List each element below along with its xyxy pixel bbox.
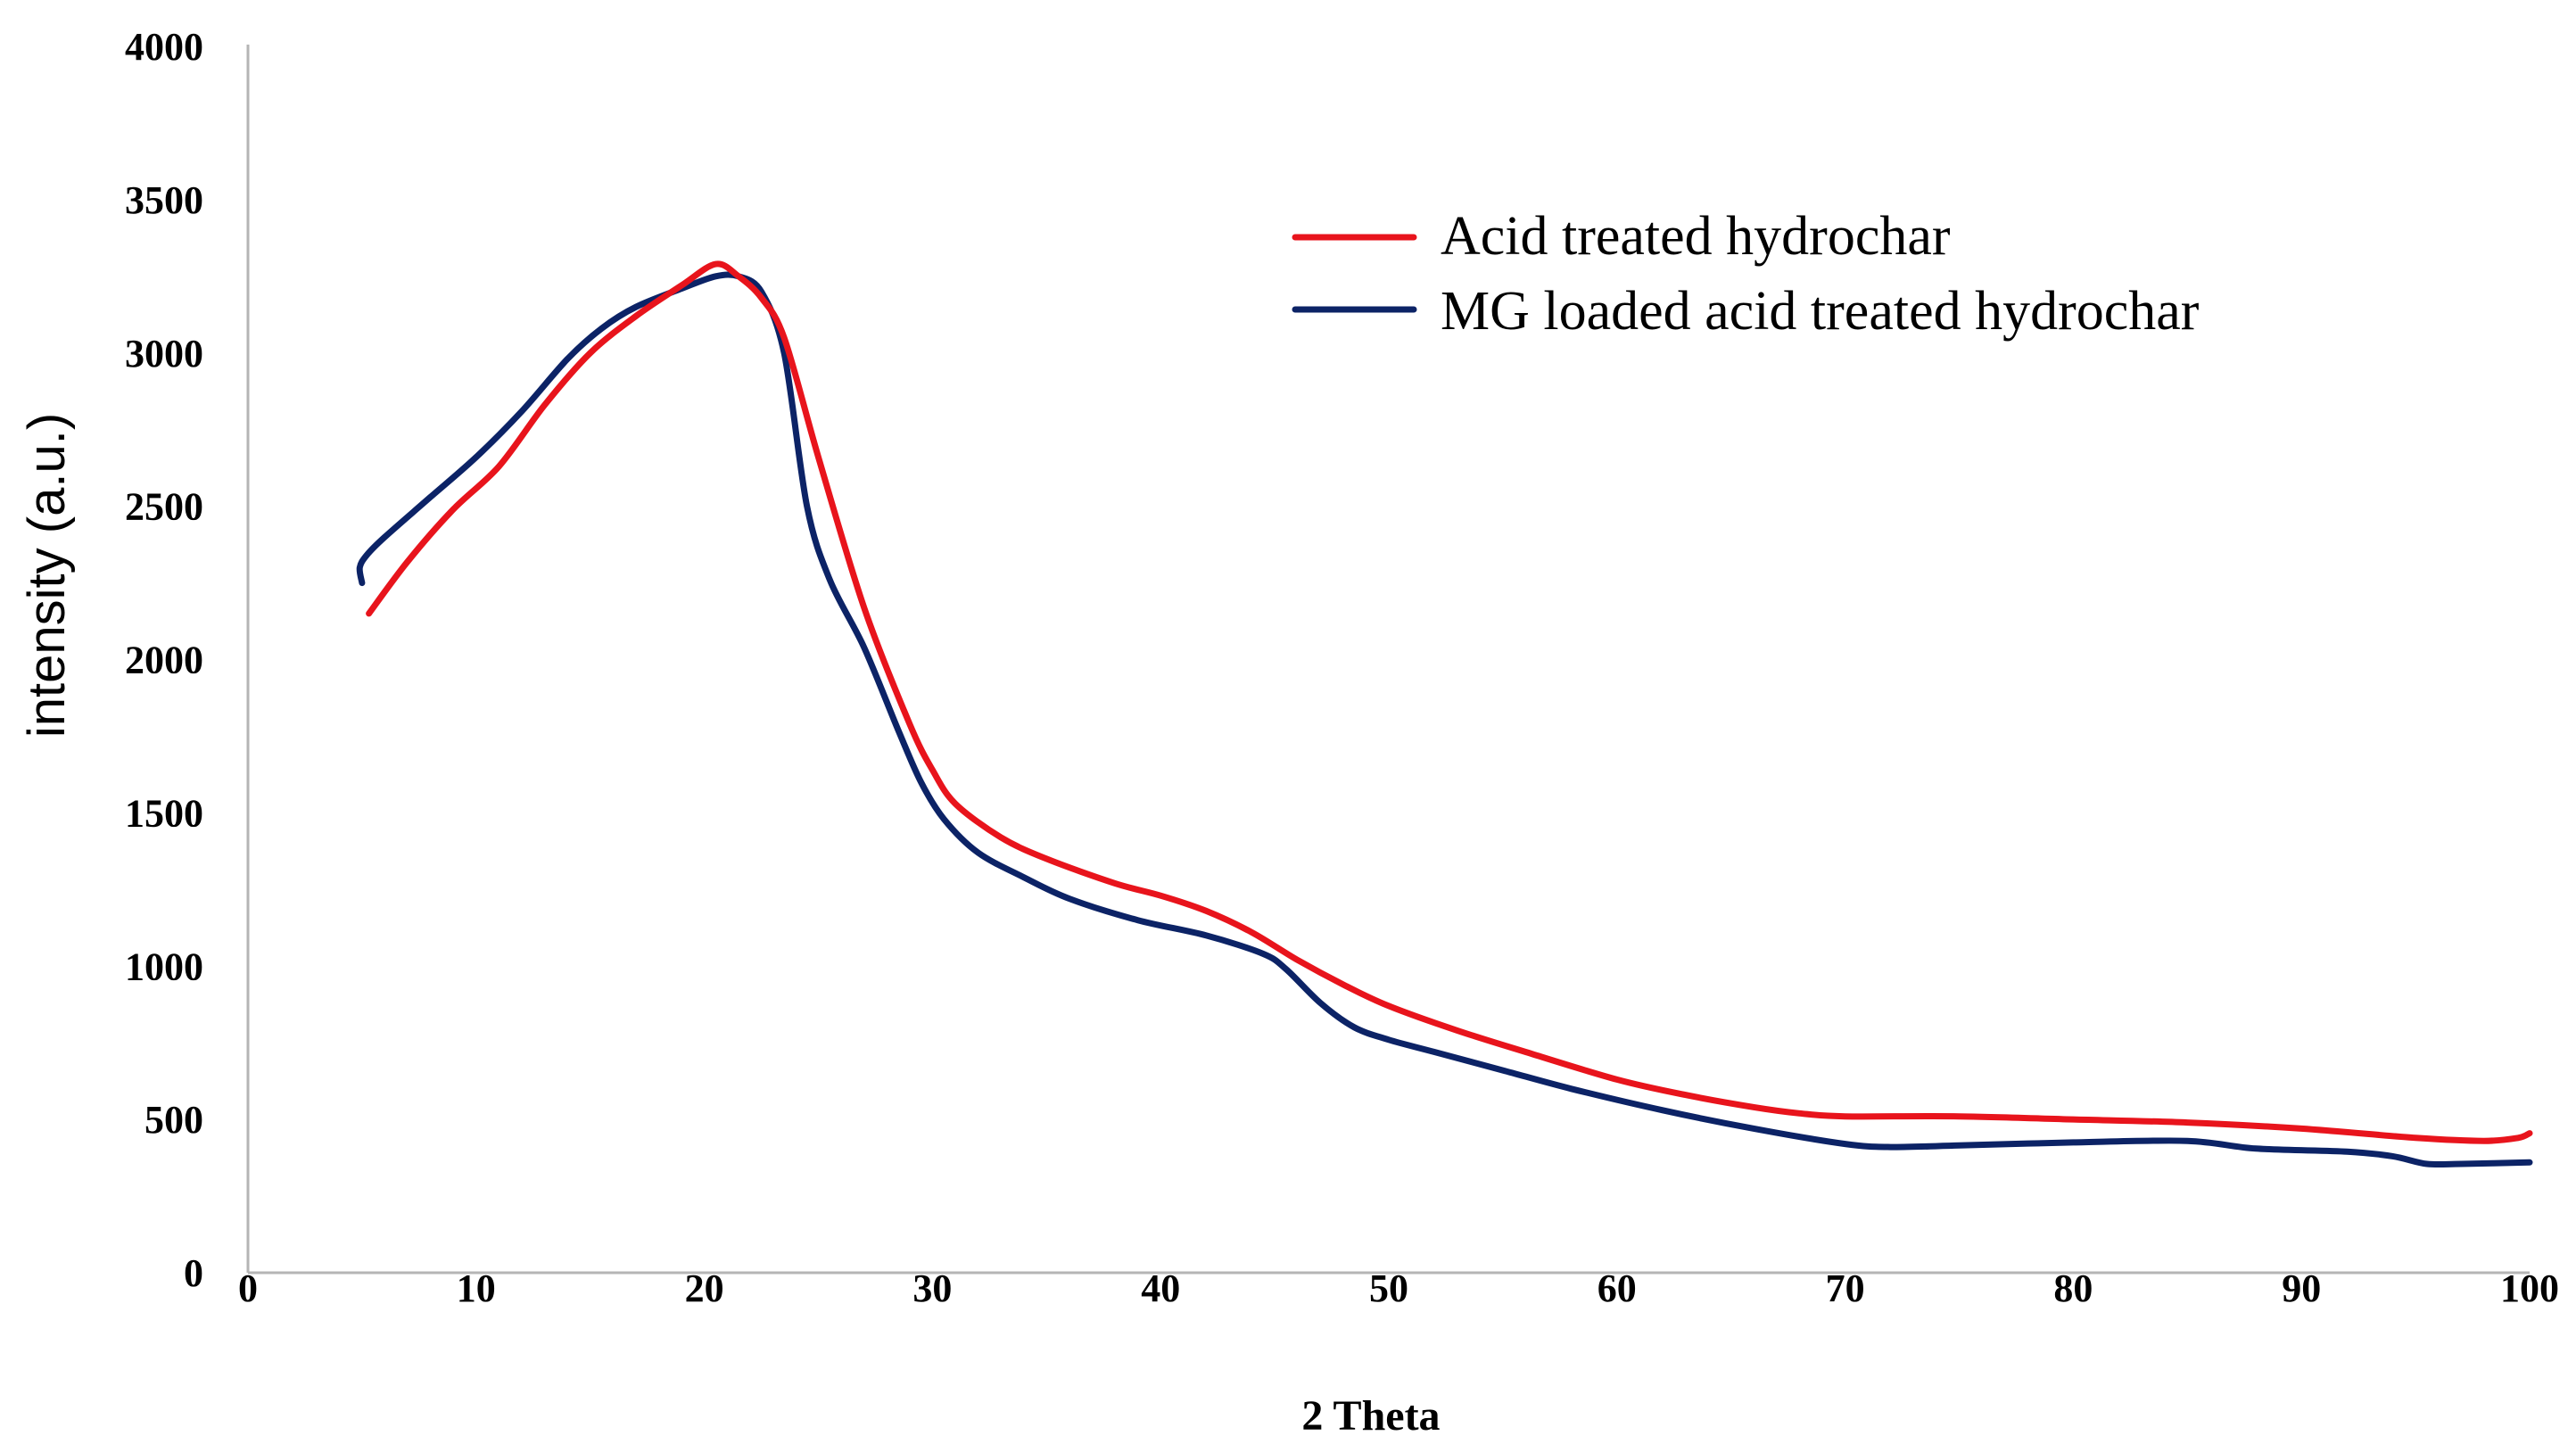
y-tick-label: 1500 [125,791,203,835]
y-tick-label: 3000 [125,332,203,375]
y-tick-label: 500 [144,1098,203,1142]
y-tick-labels: 0 500 1000 1500 2000 2500 3000 3500 4000 [125,25,203,1295]
x-tick-label: 0 [238,1266,258,1310]
y-tick-label: 2000 [125,639,203,682]
y-tick-label: 1000 [125,945,203,988]
legend-label-mg-loaded-acid-treated-hydrochar: MG loaded acid treated hydrochar [1441,281,2200,342]
y-tick-label: 3500 [125,178,203,222]
y-tick-label: 0 [184,1251,203,1295]
legend: Acid treated hydrochar MG loaded acid tr… [1292,206,2200,342]
series-line-mg-loaded-acid-treated-hydrochar [356,271,2533,1168]
series-line-acid-treated-hydrochar [366,260,2533,1144]
y-tick-label: 2500 [125,485,203,529]
x-axis-title: 2 Theta [1301,1392,1440,1440]
series-layer [356,260,2533,1168]
legend-label-acid-treated-hydrochar: Acid treated hydrochar [1441,206,1951,267]
y-axis-title: intensity (a.u.) [18,413,76,738]
y-tick-label: 4000 [125,25,203,69]
